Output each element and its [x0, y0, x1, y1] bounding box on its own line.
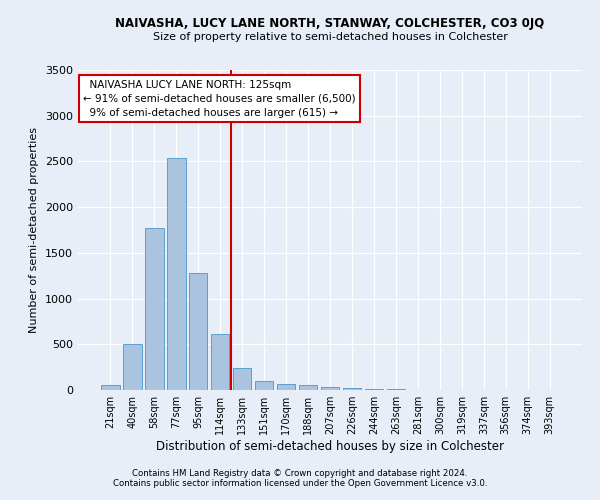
- X-axis label: Distribution of semi-detached houses by size in Colchester: Distribution of semi-detached houses by …: [156, 440, 504, 453]
- Text: Contains public sector information licensed under the Open Government Licence v3: Contains public sector information licen…: [113, 478, 487, 488]
- Bar: [320, 388, 340, 390]
- Bar: [167, 158, 185, 390]
- Bar: [123, 344, 142, 390]
- Bar: [343, 388, 361, 390]
- Bar: [211, 334, 229, 390]
- Text: NAIVASHA LUCY LANE NORTH: 125sqm  
← 91% of semi-detached houses are smaller (6,: NAIVASHA LUCY LANE NORTH: 125sqm ← 91% o…: [83, 80, 356, 118]
- Bar: [189, 273, 208, 390]
- Y-axis label: Number of semi-detached properties: Number of semi-detached properties: [29, 127, 40, 333]
- Bar: [299, 386, 317, 390]
- Bar: [277, 384, 295, 390]
- Text: Contains HM Land Registry data © Crown copyright and database right 2024.: Contains HM Land Registry data © Crown c…: [132, 468, 468, 477]
- Text: NAIVASHA, LUCY LANE NORTH, STANWAY, COLCHESTER, CO3 0JQ: NAIVASHA, LUCY LANE NORTH, STANWAY, COLC…: [115, 18, 545, 30]
- Text: Size of property relative to semi-detached houses in Colchester: Size of property relative to semi-detach…: [152, 32, 508, 42]
- Bar: [365, 388, 383, 390]
- Bar: [145, 228, 164, 390]
- Bar: [255, 381, 274, 390]
- Bar: [101, 384, 119, 390]
- Bar: [233, 368, 251, 390]
- Bar: [386, 389, 405, 390]
